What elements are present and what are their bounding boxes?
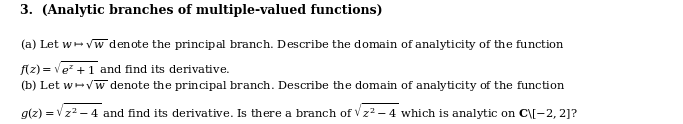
- Text: $g(z) = \sqrt{z^2-4}$ and find its derivative. Is there a branch of $\sqrt{z^2-4: $g(z) = \sqrt{z^2-4}$ and find its deriv…: [20, 102, 578, 122]
- Text: (a) Let $w \mapsto \sqrt{w}$ denote the principal branch. Describe the domain of: (a) Let $w \mapsto \sqrt{w}$ denote the …: [20, 37, 566, 53]
- Text: $f(z) = \sqrt{e^z+1}$ and find its derivative.: $f(z) = \sqrt{e^z+1}$ and find its deriv…: [20, 60, 231, 78]
- Text: 3.  (Analytic branches of multiple-valued functions): 3. (Analytic branches of multiple-valued…: [20, 4, 383, 17]
- Text: (b) Let $w \mapsto \sqrt{w}$ denote the principal branch. Describe the domain of: (b) Let $w \mapsto \sqrt{w}$ denote the …: [20, 78, 566, 94]
